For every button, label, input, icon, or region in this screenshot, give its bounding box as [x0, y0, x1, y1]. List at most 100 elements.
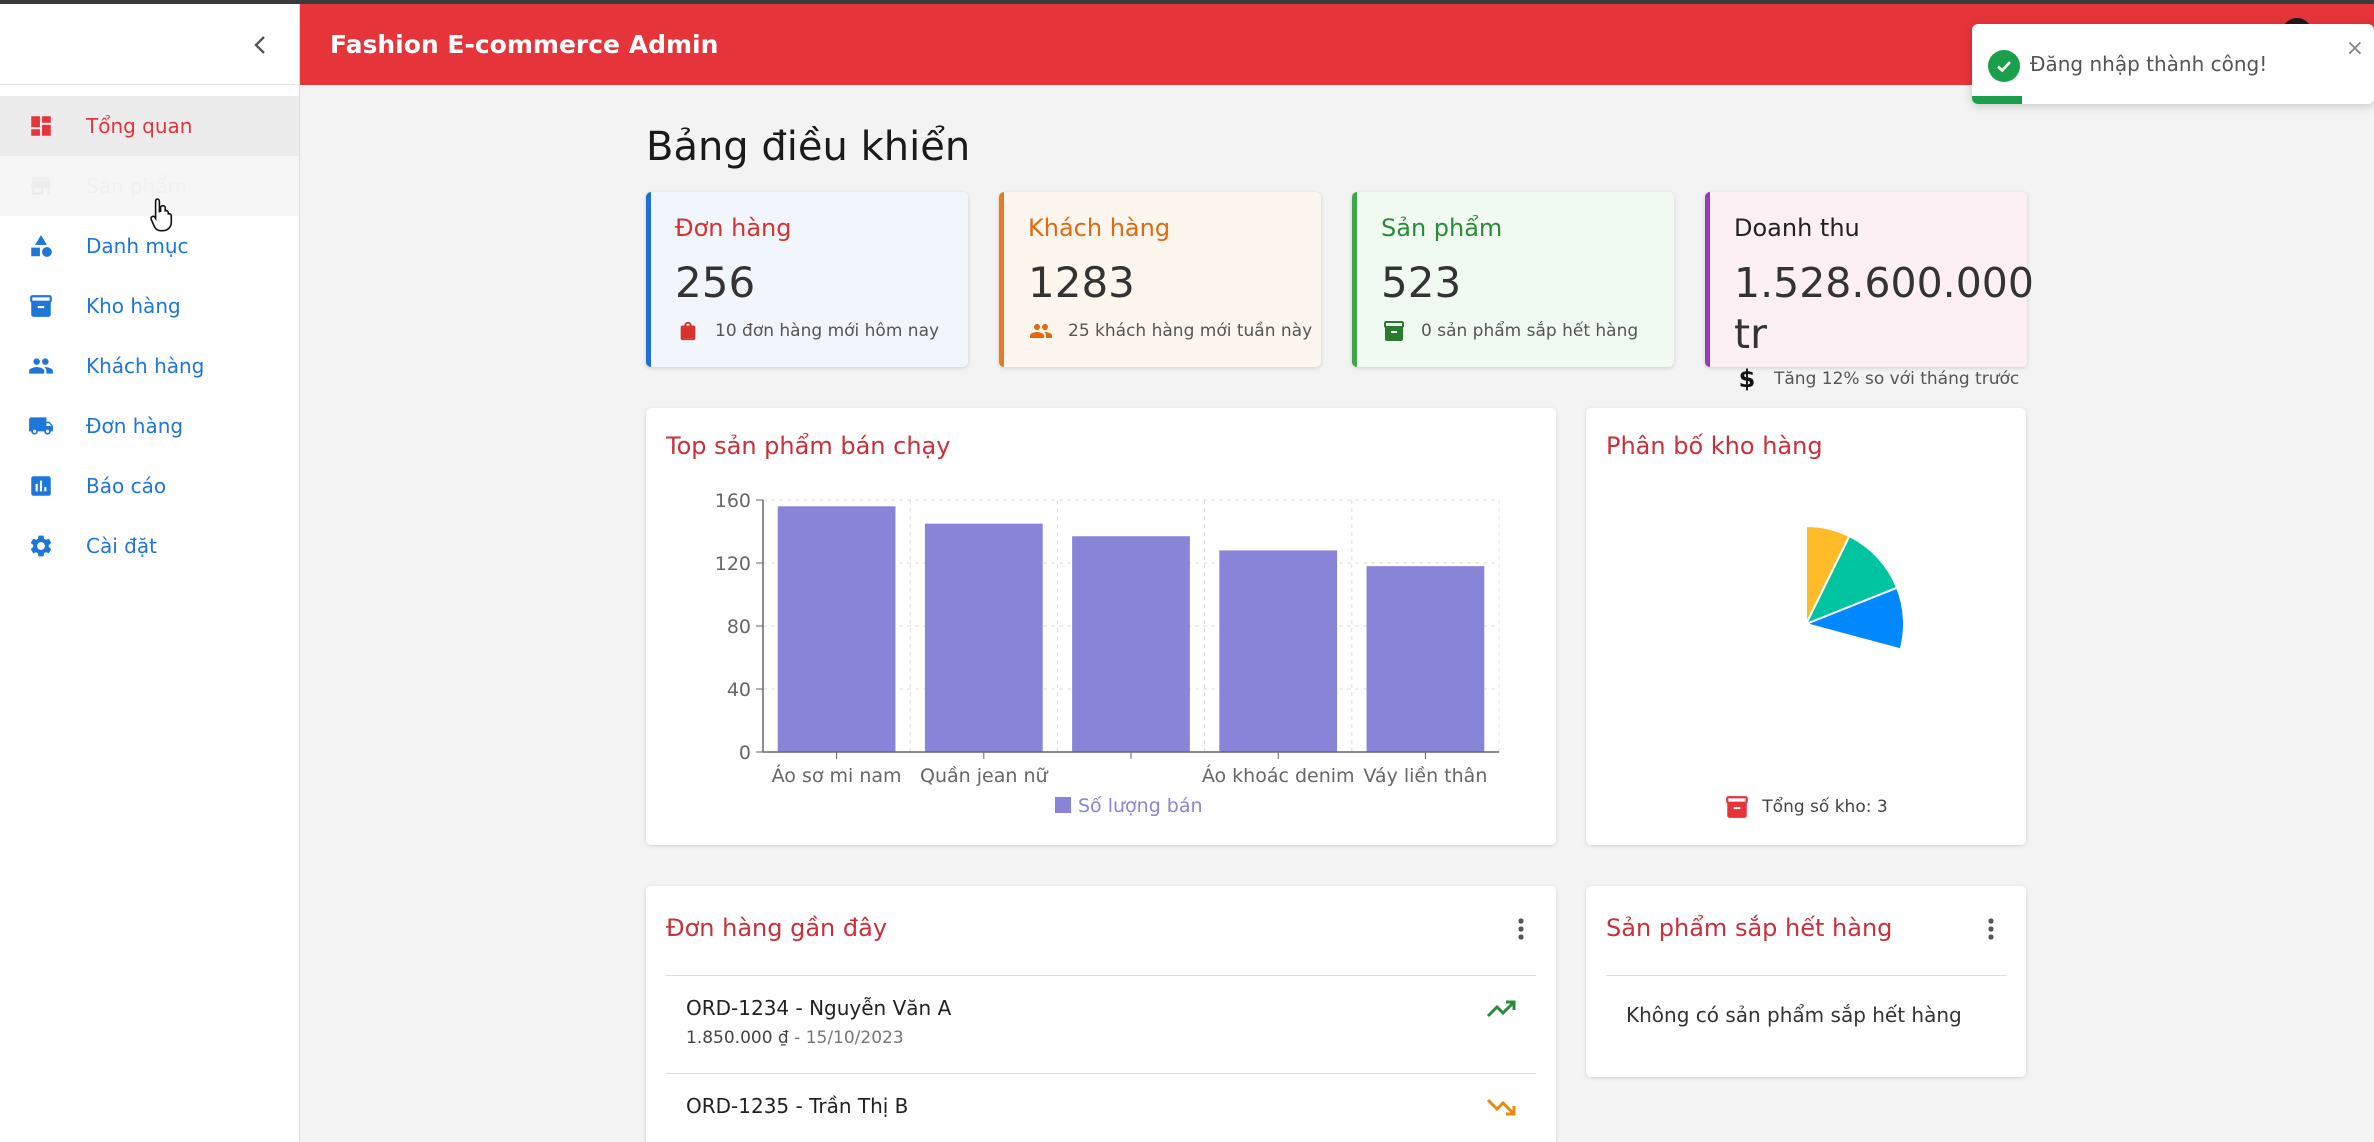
sidebar-header [0, 4, 299, 85]
category-icon [26, 231, 56, 261]
legend-swatch [1055, 797, 1071, 813]
stat-subtext: 25 khách hàng mới tuần này [1028, 318, 1312, 344]
order-list-item[interactable]: ORD-1234 - Nguyễn Văn A 1.850.000 ₫ - 15… [666, 976, 1536, 1074]
sidebar-item-overview[interactable]: Tổng quan [0, 96, 299, 156]
stat-subtext-label: 10 đơn hàng mới hôm nay [715, 321, 940, 341]
low-stock-panel: Sản phẩm sắp hết hàng Không có sản phẩm … [1586, 886, 2026, 1077]
bar[interactable] [924, 523, 1043, 752]
order-list-item[interactable]: ORD-1235 - Trần Thị B [666, 1074, 1536, 1142]
more-vert-icon [1988, 918, 1994, 940]
sidebar-item-label: Cài đặt [86, 534, 157, 558]
sidebar-item-label: Sản phẩm [86, 174, 188, 198]
order-title: ORD-1235 - Trần Thị B [686, 1094, 909, 1118]
dashboard-icon [26, 111, 56, 141]
x-tick-label: Áo khoác denim [1202, 764, 1355, 787]
order-date: - 15/10/2023 [788, 1028, 904, 1048]
window-top-strip [0, 0, 2374, 4]
stat-subtext-label: 0 sản phẩm sắp hết hàng [1421, 321, 1639, 341]
y-tick-label: 40 [727, 679, 751, 701]
stat-subtext: 0 sản phẩm sắp hết hàng [1381, 318, 1638, 344]
inventory-icon [1726, 796, 1749, 818]
stat-subtext-label: Tăng 12% so với tháng trước [1774, 369, 2020, 389]
sidebar-item-label: Báo cáo [86, 474, 167, 498]
stat-subtext: $ Tăng 12% so với tháng trước [1734, 365, 2020, 393]
collapse-sidebar-button[interactable] [245, 30, 275, 60]
x-tick-label: Áo sơ mi nam [772, 764, 902, 787]
warehouse-total: Tổng số kho: 3 [1586, 794, 2026, 820]
sidebar-item-label: Đơn hàng [86, 414, 184, 438]
stat-value: 1283 [1028, 258, 1135, 307]
toast-progress-bar [1972, 96, 2022, 104]
stat-value: 256 [675, 258, 756, 307]
sidebar-item-customers[interactable]: Khách hàng [0, 336, 299, 396]
page-title: Bảng điều khiển [646, 124, 971, 170]
sidebar-item-label: Tổng quan [86, 114, 193, 138]
more-options-button[interactable] [1508, 916, 1534, 942]
shopping-bag-icon [675, 318, 701, 344]
inventory-icon [26, 291, 56, 321]
stat-title: Sản phẩm [1381, 214, 1503, 242]
stat-subtext: 10 đơn hàng mới hôm nay [675, 318, 939, 344]
more-vert-icon [1518, 918, 1524, 940]
check-circle-icon [1988, 50, 2020, 82]
toast-close-button[interactable]: × [2345, 36, 2364, 61]
y-tick-label: 80 [727, 616, 751, 638]
warehouse-total-label: Tổng số kho: 3 [1762, 797, 1888, 817]
pie-slice[interactable] [1805, 524, 1851, 625]
bar[interactable] [777, 506, 896, 752]
sidebar-nav: Tổng quan Sản phẩm Danh mục Kho hàng Khá… [0, 85, 299, 576]
divider [1606, 975, 2006, 976]
sidebar-item-label: Khách hàng [86, 354, 205, 378]
stat-subtext-label: 25 khách hàng mới tuần này [1068, 321, 1313, 341]
x-tick-label: Váy liền thân [1363, 765, 1487, 787]
bar[interactable] [1366, 566, 1485, 752]
app-title: Fashion E-commerce Admin [330, 30, 719, 59]
orders-stat-card[interactable]: Đơn hàng 256 10 đơn hàng mới hôm nay [646, 192, 968, 367]
panel-title: Phân bố kho hàng [1606, 432, 1823, 460]
divider [666, 975, 1536, 976]
bar[interactable] [1072, 536, 1190, 752]
sidebar-item-settings[interactable]: Cài đặt [0, 516, 299, 576]
x-tick-label: Quần jean nữ [920, 765, 1048, 787]
y-tick-label: 0 [739, 742, 751, 764]
legend-label: Số lượng bán [1078, 795, 1203, 817]
bar[interactable] [1219, 550, 1338, 752]
panel-title: Top sản phẩm bán chạy [666, 432, 951, 460]
sidebar-item-reports[interactable]: Báo cáo [0, 456, 299, 516]
stat-value: 1.528.600.000 tr [1734, 259, 2034, 358]
chevron-left-icon [254, 36, 265, 54]
sidebar-item-orders[interactable]: Đơn hàng [0, 396, 299, 456]
panel-title: Sản phẩm sắp hết hàng [1606, 914, 1893, 942]
bar-chart: 0 40 80 120 160 Áo sơ mi nam Quần jean nữ Áo kh… [715, 490, 1500, 817]
pie-slice[interactable] [1803, 534, 1899, 626]
sidebar-item-warehouse[interactable]: Kho hàng [0, 276, 299, 336]
sidebar-item-label: Danh mục [86, 234, 189, 258]
gear-icon [26, 531, 56, 561]
revenue-stat-card[interactable]: Doanh thu 1.528.600.000 tr $ Tăng 12% so… [1705, 192, 2034, 393]
truck-icon [26, 411, 56, 441]
products-stat-card[interactable]: Sản phẩm 523 0 sản phẩm sắp hết hàng [1352, 192, 1674, 367]
order-title: ORD-1234 - Nguyễn Văn A [686, 996, 952, 1020]
sidebar-item-label: Kho hàng [86, 294, 181, 318]
stat-title: Khách hàng [1028, 214, 1171, 242]
order-amount: 1.850.000 ₫ [686, 1028, 789, 1048]
top-products-panel: Top sản phẩm bán chạy 0 40 80 120 160 Áo sơ m… [646, 408, 1556, 845]
sidebar: Tổng quan Sản phẩm Danh mục Kho hàng Khá… [0, 4, 300, 1142]
chart-legend: Số lượng bán [1055, 795, 1203, 817]
y-tick-label: 160 [715, 490, 751, 512]
dollar-icon: $ [1738, 365, 1756, 393]
people-icon [26, 351, 56, 381]
more-options-button[interactable] [1978, 916, 2004, 942]
stat-value: 523 [1381, 258, 1462, 307]
bar-chart-icon [26, 471, 56, 501]
pie-chart [1802, 524, 1905, 651]
order-meta: 1.850.000 ₫ - 15/10/2023 [686, 1028, 904, 1048]
toast-message: Đăng nhập thành công! [2030, 52, 2268, 76]
trending-up-icon [1486, 1000, 1516, 1018]
login-success-toast: Đăng nhập thành công! × [1972, 24, 2374, 104]
sidebar-item-categories[interactable]: Danh mục [0, 216, 299, 276]
customers-stat-card[interactable]: Khách hàng 1283 25 khách hàng mới tuần n… [999, 192, 1321, 367]
warehouse-distribution-panel: Phân bố kho hàng Tổng số kho: 3 [1586, 408, 2026, 845]
inventory-icon [1381, 318, 1407, 344]
sidebar-item-products[interactable]: Sản phẩm [0, 156, 299, 216]
